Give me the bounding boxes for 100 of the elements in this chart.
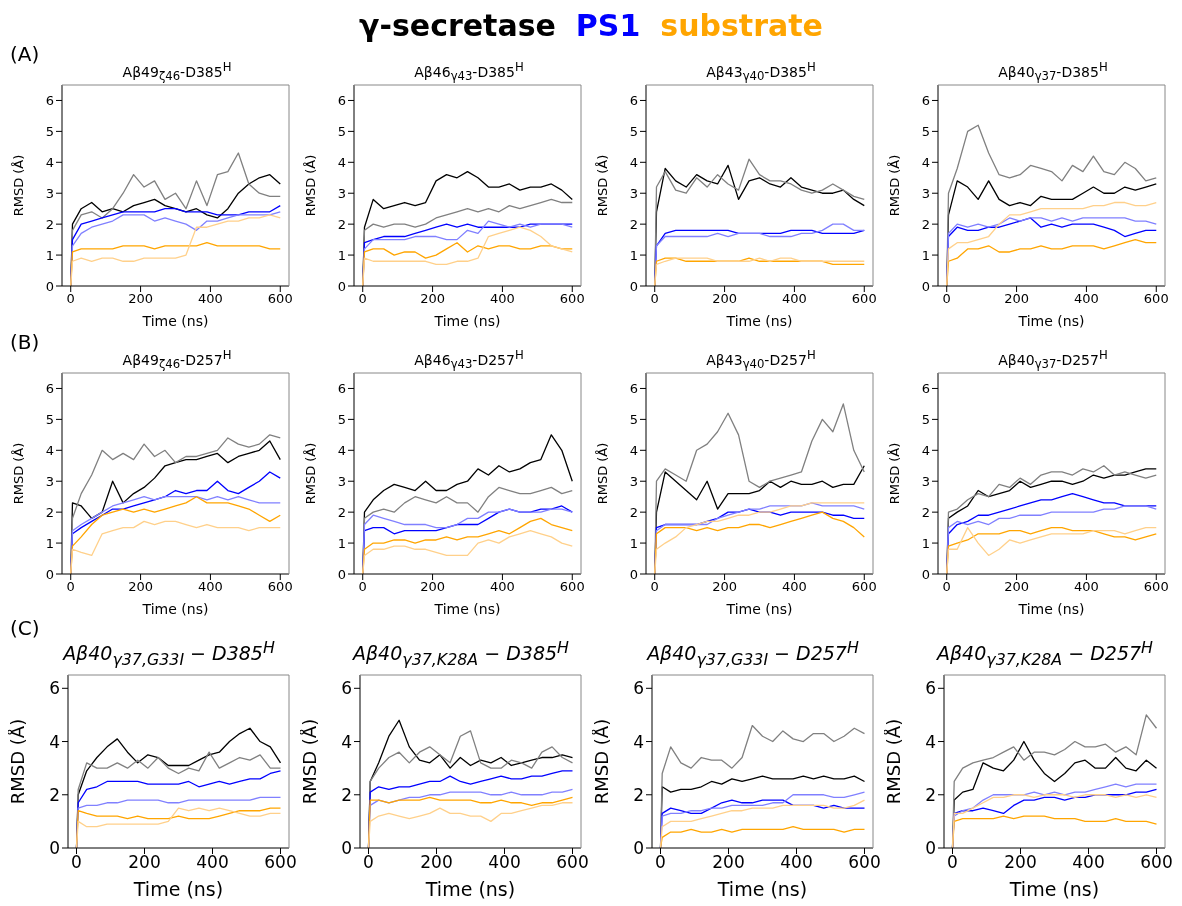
- text: (C): [10, 616, 40, 640]
- x-tick-label: 400: [198, 291, 223, 307]
- y-tick-label: 1: [921, 247, 930, 263]
- y-tick-label: 2: [337, 504, 346, 520]
- y-tick-label: 0: [925, 838, 936, 859]
- y-tick-label: 1: [45, 535, 54, 551]
- y-tick-label: 4: [49, 731, 60, 752]
- y-tick-label: 3: [629, 185, 638, 201]
- x-tick-label: 200: [712, 579, 737, 595]
- x-tick-label: 600: [556, 852, 589, 873]
- y-tick-label: 1: [337, 247, 346, 263]
- x-axis-title: Time (ns): [424, 878, 516, 900]
- y-tick-label: 4: [45, 154, 54, 170]
- x-tick-label: 400: [782, 291, 807, 307]
- x-tick-label: 200: [1004, 291, 1029, 307]
- x-tick-label: 200: [420, 579, 445, 595]
- x-tick-label: 400: [780, 852, 813, 873]
- y-tick-label: 5: [337, 412, 346, 427]
- y-axis-title: RMSD (Å): [299, 718, 321, 805]
- y-tick-label: 2: [337, 216, 346, 232]
- y-axis-title: RMSD (Å): [883, 718, 905, 805]
- y-tick-label: 5: [629, 124, 638, 139]
- y-tick-label: 0: [45, 566, 54, 582]
- y-axis-title: RMSD (Å): [302, 442, 318, 505]
- y-tick-label: 6: [45, 93, 54, 109]
- x-axis-title: Time (ns): [1008, 878, 1100, 900]
- line-series: [946, 238, 1157, 286]
- x-tick-label: 400: [1074, 579, 1099, 595]
- x-tick-label: 200: [712, 291, 737, 307]
- y-tick-label: 4: [921, 442, 930, 458]
- x-tick-label: 400: [198, 579, 223, 595]
- y-tick-label: 2: [49, 784, 60, 805]
- text: substrate: [660, 8, 823, 43]
- y-tick-label: 1: [921, 535, 930, 551]
- y-tick-label: 1: [337, 535, 346, 551]
- y-axis-title: RMSD (Å): [591, 718, 613, 805]
- y-axis-title: RMSD (Å): [886, 154, 902, 217]
- x-axis-title: Time (ns): [433, 313, 501, 329]
- text: (A): [10, 42, 40, 66]
- y-tick-label: 6: [629, 93, 638, 109]
- x-tick-label: 600: [267, 579, 293, 595]
- chart-title: Aβ46$_{γ43}$-D385$^{H}$: [413, 60, 525, 84]
- y-tick-label: 3: [921, 185, 930, 201]
- y-tick-label: 0: [633, 838, 644, 859]
- x-tick-label: 600: [1143, 579, 1169, 595]
- y-tick-label: 6: [921, 93, 930, 109]
- y-tick-label: 3: [337, 473, 346, 489]
- x-tick-label: 200: [1004, 579, 1029, 595]
- chart-title: Aβ40$_{γ37,G33I}$ − D257$^{H}$: [645, 638, 860, 670]
- y-axis-title: RMSD (Å): [302, 154, 318, 217]
- y-axis-title: RMSD (Å): [594, 442, 610, 505]
- y-tick-label: 0: [921, 278, 930, 294]
- x-axis-title: Time (ns): [725, 601, 793, 617]
- x-tick-label: 600: [264, 852, 297, 873]
- x-tick-label: 400: [782, 579, 807, 595]
- x-tick-label: 600: [559, 291, 585, 307]
- y-tick-label: 5: [921, 124, 930, 139]
- y-tick-label: 2: [341, 784, 352, 805]
- chart-title: Aβ49$_{ζ46}$-D385$^{H}$: [121, 60, 233, 84]
- x-tick-label: 400: [488, 852, 521, 873]
- y-tick-label: 6: [45, 381, 54, 397]
- chart-title: Aβ40$_{γ37,G33I}$ − D385$^{H}$: [61, 638, 276, 670]
- y-tick-label: 4: [337, 154, 346, 170]
- x-axis-title: Time (ns): [433, 601, 501, 617]
- x-tick-label: 0: [942, 291, 951, 307]
- chart-title: Aβ43$_{γ40}$-D385$^{H}$: [705, 60, 817, 84]
- x-axis-title: Time (ns): [141, 601, 209, 617]
- line-series: [70, 520, 281, 574]
- y-axis-title: RMSD (Å): [10, 442, 26, 505]
- y-tick-label: 6: [337, 93, 346, 109]
- y-tick-label: 4: [337, 442, 346, 458]
- y-tick-label: 1: [629, 535, 638, 551]
- x-tick-label: 400: [490, 579, 515, 595]
- x-axis-title: Time (ns): [716, 878, 808, 900]
- x-axis-title: Time (ns): [1017, 313, 1085, 329]
- x-tick-label: 600: [1143, 291, 1169, 307]
- y-tick-label: 5: [629, 412, 638, 427]
- y-tick-label: 5: [45, 412, 54, 427]
- y-tick-label: 5: [45, 124, 54, 139]
- x-tick-label: 0: [66, 291, 75, 307]
- y-tick-label: 2: [633, 784, 644, 805]
- y-axis-title: RMSD (Å): [886, 442, 902, 505]
- y-tick-label: 5: [337, 124, 346, 139]
- x-tick-label: 0: [363, 852, 374, 873]
- text: PS1: [575, 8, 641, 43]
- y-tick-label: 0: [337, 566, 346, 582]
- y-tick-label: 5: [921, 412, 930, 427]
- y-tick-label: 6: [49, 678, 60, 699]
- y-tick-label: 4: [633, 731, 644, 752]
- y-tick-label: 1: [629, 247, 638, 263]
- y-tick-label: 4: [925, 731, 936, 752]
- chart-title: Aβ40$_{γ37}$-D257$^{H}$: [997, 348, 1109, 372]
- y-tick-label: 4: [45, 442, 54, 458]
- x-tick-label: 600: [559, 579, 585, 595]
- line-series: [75, 807, 282, 848]
- x-tick-label: 200: [420, 852, 453, 873]
- y-tick-label: 2: [45, 504, 54, 520]
- chart-title: Aβ43$_{γ40}$-D257$^{H}$: [705, 348, 817, 372]
- y-tick-label: 3: [45, 473, 54, 489]
- y-tick-label: 2: [629, 504, 638, 520]
